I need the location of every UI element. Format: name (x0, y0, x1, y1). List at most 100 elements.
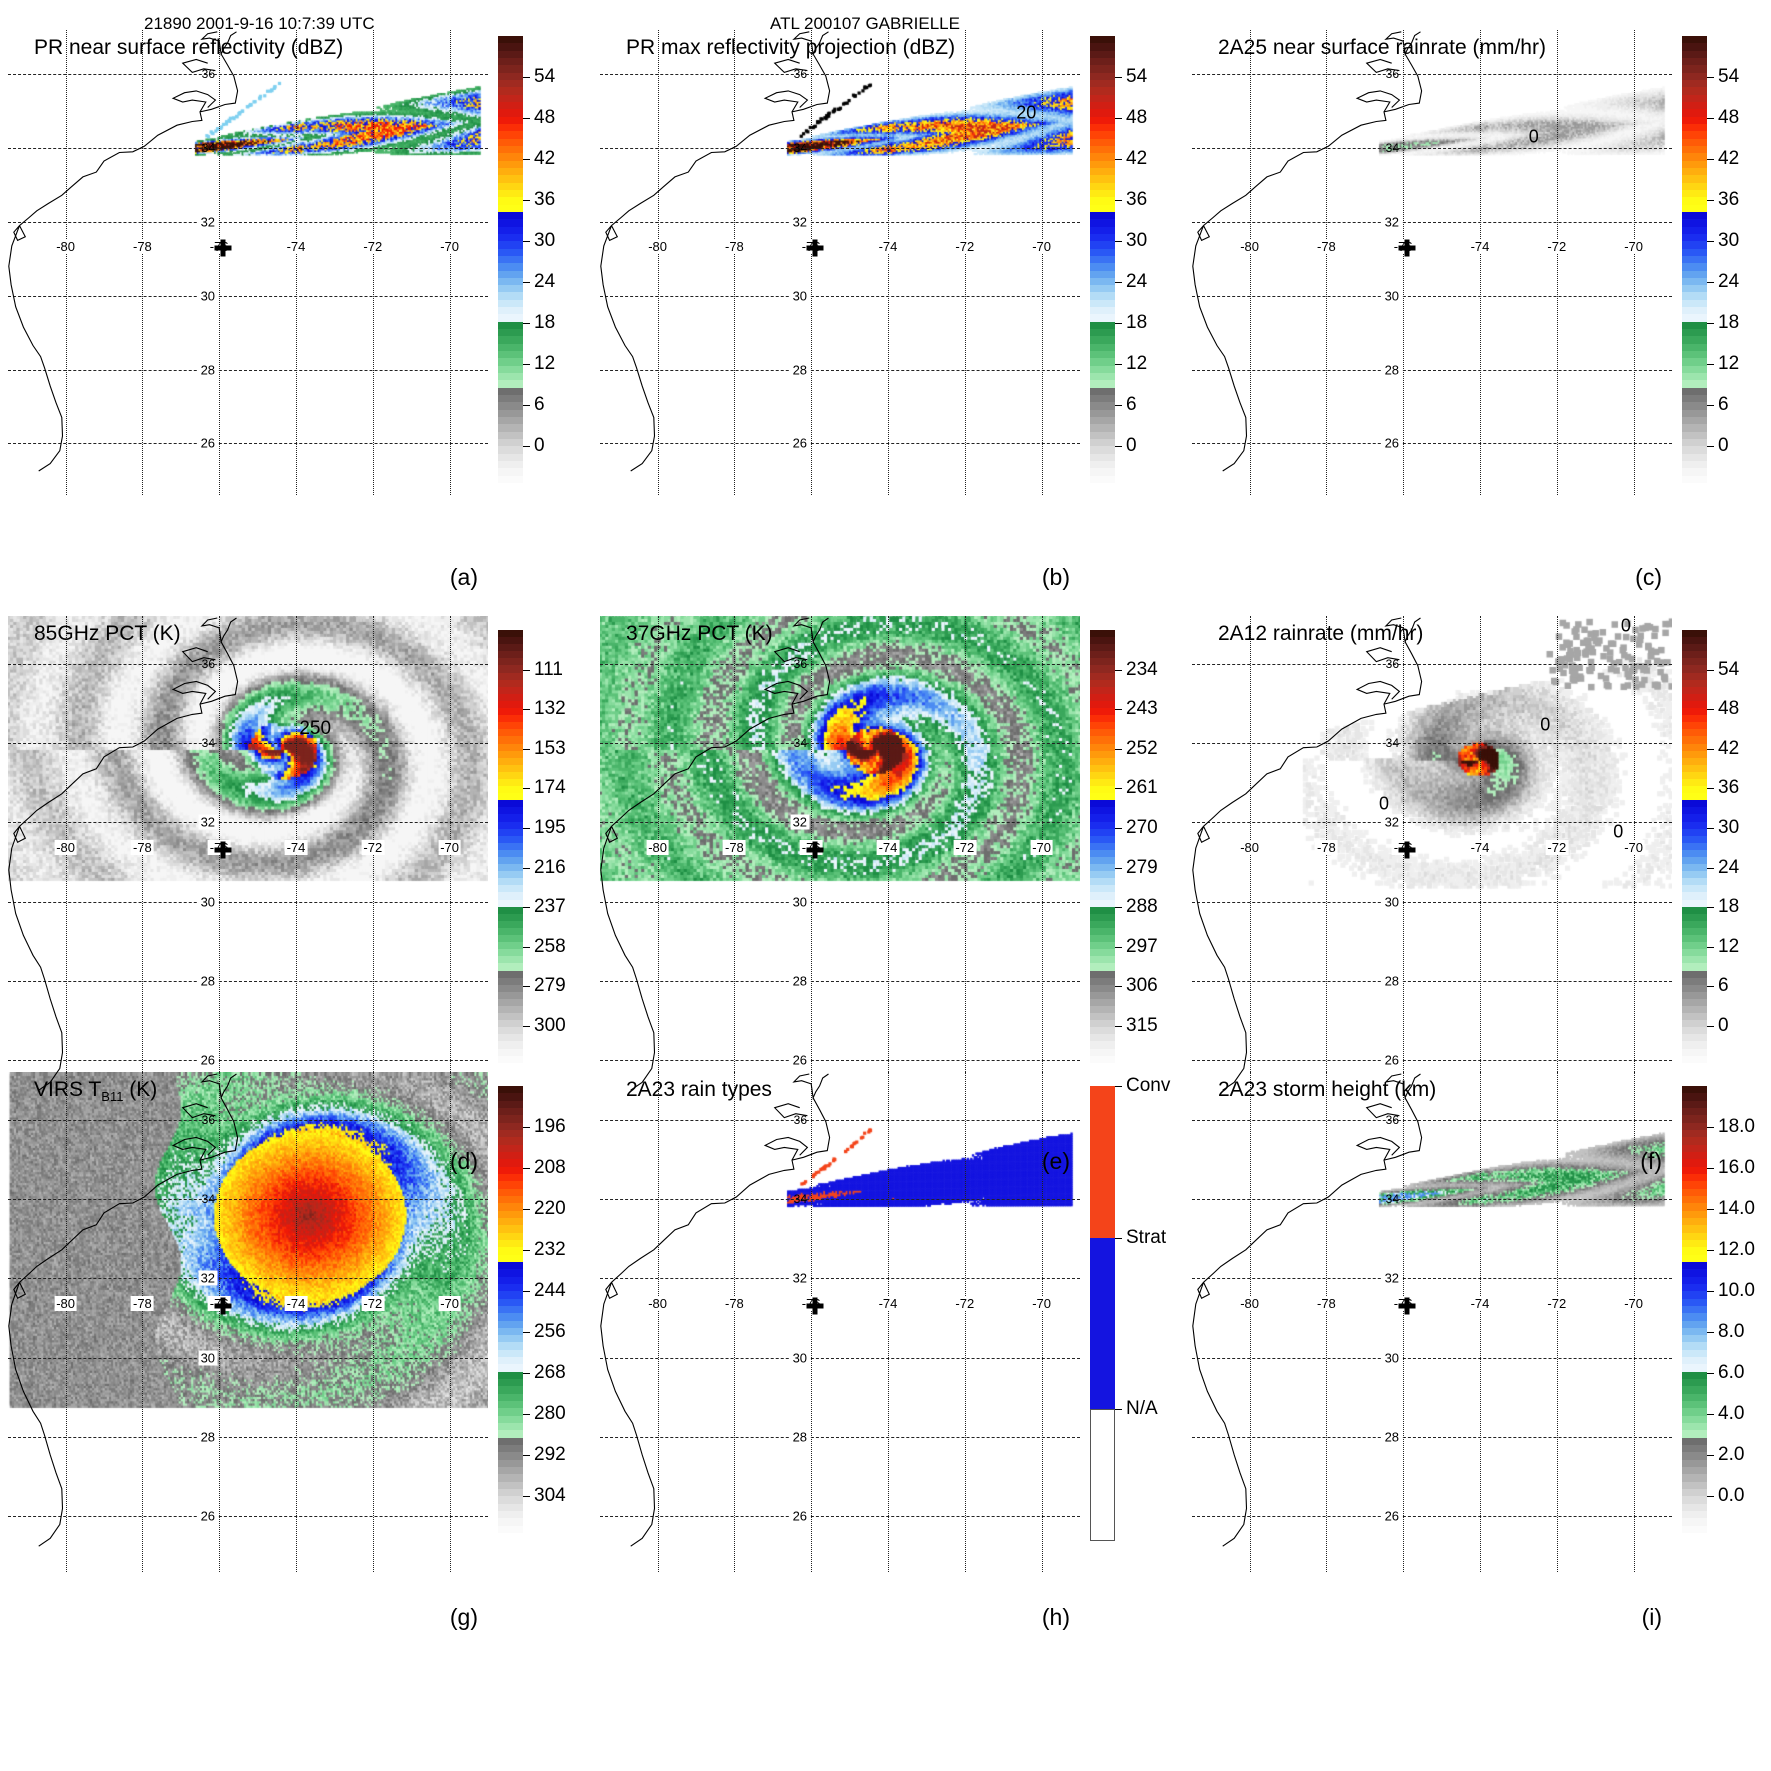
colorbar-label: 12 (1718, 352, 1740, 374)
data-layer-h (600, 1072, 1080, 1572)
colorbar-segment (498, 1357, 523, 1365)
colorbar-segment (498, 94, 523, 102)
colorbar-segment (1682, 743, 1707, 751)
colorbar-tick (1115, 867, 1122, 869)
colorbar-segment (1682, 1188, 1707, 1196)
colorbar-segment (1090, 483, 1115, 491)
colorbar-tick (1115, 404, 1122, 406)
colorbar-segment (498, 87, 523, 95)
colorbar-segment (1090, 871, 1115, 879)
colorbar-tick (1115, 199, 1122, 201)
map-d[interactable]: -80 -78 -76 -74 -72 -70 26 28 30 32 34 36 250 85GHz P… (8, 616, 488, 1116)
data-layer-b (600, 30, 1080, 495)
colorbar-segment (1090, 50, 1115, 58)
colorbar-segment (1090, 292, 1115, 300)
colorbar-segment (1682, 1151, 1707, 1160)
colorbar-segment (1090, 679, 1115, 687)
colorbar-segment (1090, 778, 1115, 787)
colorbar-segment (1090, 453, 1115, 462)
colorbar-segment (498, 1232, 523, 1240)
colorbar-tick (1115, 748, 1122, 750)
colorbar-segment (1090, 1055, 1115, 1063)
map-b[interactable]: -80 -78 -76 -74 -72 -70 26 28 30 32 34 36 20 PR max r… (600, 30, 1080, 495)
colorbar-segment (498, 1247, 523, 1255)
colorbar-segment (1682, 686, 1707, 694)
colorbar-label: 6 (1718, 393, 1729, 415)
colorbar-gradient-d (498, 630, 523, 1070)
colorbar-segment (498, 736, 523, 744)
colorbar-segment (498, 468, 523, 476)
colorbar-segment (1682, 468, 1707, 476)
colorbar-segment (1682, 1217, 1707, 1226)
colorbar-tick (1115, 788, 1122, 790)
colorbar-label: 6 (1718, 975, 1729, 997)
panel-title-g: VIRS TB11 (K) (34, 1078, 157, 1104)
colorbar-segment (498, 1349, 523, 1358)
colorbar-segment (1090, 700, 1115, 709)
colorbar-segment (1682, 1327, 1707, 1336)
map-f[interactable]: -80 -78 -76 -74 -72 -70 26 28 30 32 34 36 0 0 0 0 2A12 r… (1192, 616, 1672, 1116)
data-layer-i (1192, 1072, 1672, 1572)
colorbar-segment (498, 475, 523, 484)
colorbar-segment (498, 970, 523, 978)
colorbar-segment (498, 1048, 523, 1056)
colorbar-segment (1090, 658, 1115, 666)
map-i[interactable]: -80 -78 -76 -74 -72 -70 26 28 30 32 34 36 2A23 storm… (1192, 1072, 1672, 1572)
colorbar-segment (1682, 483, 1707, 491)
colorbar-label: 279 (534, 975, 566, 997)
colorbar-segment (1090, 920, 1115, 928)
colorbar-segment (1090, 729, 1115, 737)
colorbar-tick (1115, 1409, 1122, 1411)
colorbar-segment (1090, 1238, 1115, 1410)
colorbar-segment (1682, 109, 1707, 117)
colorbar-segment (498, 1129, 523, 1138)
panel-title-h: 2A23 rain types (626, 1078, 772, 1101)
colorbar-segment (498, 131, 523, 139)
colorbar-segment (498, 892, 523, 900)
colorbar-segment (1682, 211, 1707, 220)
colorbar-segment (1682, 417, 1707, 425)
map-h[interactable]: -80 -78 -76 -74 -72 -70 26 28 30 32 34 36 2A23 rain … (600, 1072, 1080, 1572)
colorbar-segment (1090, 351, 1115, 359)
colorbar-tick (1115, 709, 1122, 711)
colorbar-segment (1682, 226, 1707, 234)
colorbar-gradient-e (1090, 630, 1115, 1070)
colorbar-segment (1090, 1409, 1115, 1541)
colorbar-segment (498, 1489, 523, 1497)
colorbar-segment (1090, 314, 1115, 322)
map-a[interactable]: -80 -78 -76 -74 -72 -70 26 28 30 32 34 36 PR near su… (8, 30, 488, 495)
colorbar-segment (1090, 116, 1115, 124)
colorbar-segment (498, 793, 523, 801)
colorbar-segment (1682, 1525, 1707, 1534)
colorbar-segment (498, 1181, 523, 1189)
colorbar-tick (523, 363, 530, 365)
colorbar-tick (1115, 1026, 1122, 1027)
colorbar-segment (1682, 461, 1707, 469)
colorbar-tick (523, 199, 530, 201)
map-g[interactable]: -80 -78 -76 -74 -72 -70 26 28 30 32 34 36 VIRS TB11 … (8, 1072, 488, 1572)
colorbar-tick (1707, 1126, 1714, 1128)
map-c[interactable]: -80 -78 -76 -74 -72 -70 26 28 30 32 34 36 0 2A25 near… (1192, 30, 1672, 495)
colorbar-label: 24 (1718, 270, 1740, 292)
colorbar-segment (1682, 672, 1707, 680)
colorbar-segment (498, 167, 523, 176)
colorbar-segment (1090, 1034, 1115, 1042)
contour-label: 0 (1540, 714, 1551, 735)
colorbar-segment (1682, 637, 1707, 645)
colorbar-segment (1090, 1041, 1115, 1049)
colorbar-segment (1682, 1115, 1707, 1123)
colorbar-segment (1682, 991, 1707, 999)
panel-letter-c: (c) (1635, 564, 1662, 590)
colorbar-segment (1682, 1203, 1707, 1211)
panel-a: -80 -78 -76 -74 -72 -70 26 28 30 32 34 36 PR near su… (8, 30, 571, 595)
colorbar-segment (498, 175, 523, 183)
colorbar-segment (1682, 729, 1707, 737)
colorbar-label: 297 (1126, 935, 1158, 957)
colorbar-segment (498, 1144, 523, 1152)
colorbar-segment (498, 1511, 523, 1519)
colorbar-label: 174 (534, 777, 566, 799)
colorbar-label: 270 (1126, 817, 1158, 838)
storm-center-marker (806, 841, 824, 859)
colorbar-label: 24 (1718, 856, 1740, 878)
map-e[interactable]: -80 -78 -76 -74 -72 -70 26 28 30 32 34 36 37GHz PCT … (600, 616, 1080, 1116)
